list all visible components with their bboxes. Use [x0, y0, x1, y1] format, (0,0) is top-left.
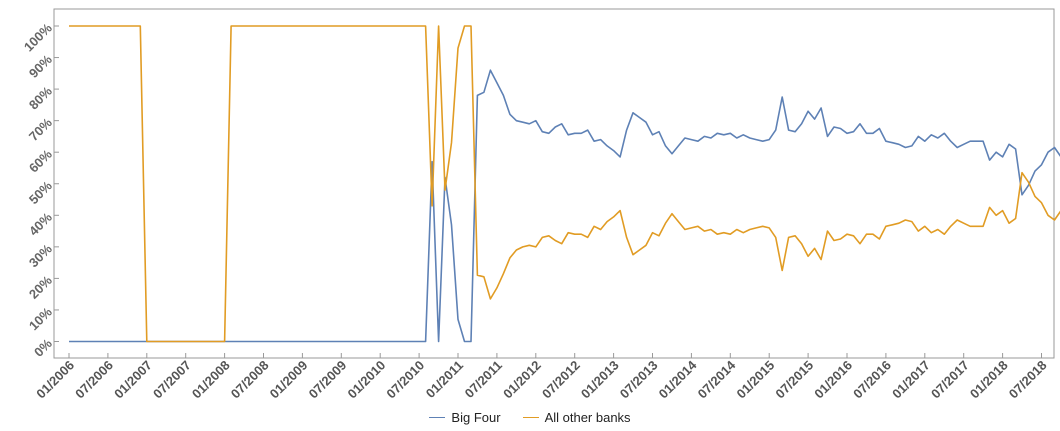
x-tick-label: 07/2015: [772, 358, 816, 402]
x-tick-label: 01/2010: [344, 358, 388, 402]
x-tick-label: 01/2006: [33, 358, 77, 402]
legend-swatch-big-four: [429, 417, 446, 418]
x-tick-label: 07/2014: [695, 357, 739, 401]
x-tick-label: 07/2006: [72, 358, 116, 402]
x-tick-label: 01/2013: [578, 358, 622, 402]
x-tick-label: 01/2017: [889, 358, 933, 402]
y-tick-label: 30%: [26, 241, 55, 270]
x-axis: 01/200607/200601/200707/200701/200807/20…: [33, 353, 1050, 402]
series-line-all-other-banks: [69, 25, 1060, 343]
line-chart: 0% 10% 20%30% 40%50% 60%70% 80%90%100% 01/200…: [21, 8, 1060, 402]
x-tick-label: 01/2014: [656, 357, 700, 401]
x-tick-label: 07/2017: [928, 358, 972, 402]
x-tick-label: 07/2018: [1006, 358, 1050, 402]
x-tick-label: 07/2013: [617, 358, 661, 402]
x-tick-label: 07/2011: [462, 358, 505, 401]
plot-border: [53, 8, 1055, 359]
x-tick-label: 07/2009: [306, 358, 350, 402]
x-tick-label: 07/2010: [383, 358, 427, 402]
y-tick-label: 100%: [21, 20, 55, 54]
x-tick-label: 01/2011: [423, 358, 466, 401]
y-tick-label: 60%: [26, 146, 55, 175]
legend: Big Four All other banks: [0, 410, 1060, 425]
y-tick-label: 40%: [26, 209, 55, 238]
x-tick-label: 07/2008: [228, 358, 272, 402]
x-tick-label: 01/2015: [733, 358, 777, 402]
plot-frame: [53, 8, 1055, 359]
y-tick-label: 80%: [26, 83, 55, 112]
x-tick-label: 01/2009: [267, 358, 311, 402]
series-lines: [69, 25, 1060, 343]
legend-item-all-other-banks: All other banks: [522, 410, 631, 425]
y-tick-label: 20%: [26, 272, 55, 301]
series-line-big-four: [69, 69, 1060, 343]
y-tick-label: 70%: [26, 115, 55, 144]
x-tick-label: 01/2012: [500, 358, 544, 402]
y-tick-label: 90%: [26, 52, 55, 81]
x-tick-label: 01/2018: [967, 358, 1011, 402]
legend-label-big-four: Big Four: [451, 410, 501, 425]
legend-label-all-other-banks: All other banks: [544, 410, 631, 425]
x-tick-label: 01/2008: [189, 358, 233, 402]
x-tick-label: 01/2016: [811, 358, 855, 402]
y-axis: 0% 10% 20%30% 40%50% 60%70% 80%90%100%: [21, 20, 59, 360]
legend-item-big-four: Big Four: [429, 410, 501, 425]
legend-swatch-all-other-banks: [522, 417, 539, 418]
y-tick-label: 10%: [26, 304, 55, 333]
x-tick-label: 07/2007: [150, 358, 194, 402]
y-tick-label: 50%: [26, 178, 55, 207]
y-tick-label: 0%: [31, 336, 55, 360]
x-tick-label: 01/2007: [111, 358, 155, 402]
x-tick-label: 07/2012: [539, 358, 583, 402]
x-tick-label: 07/2016: [850, 358, 894, 402]
